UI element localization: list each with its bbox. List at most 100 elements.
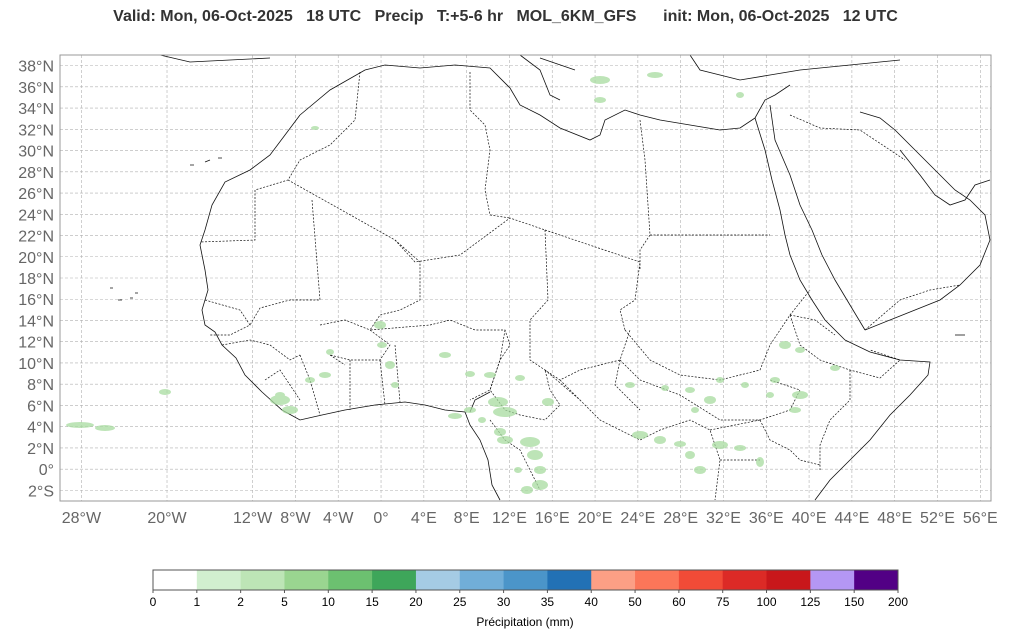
border-sudan bbox=[624, 289, 811, 381]
precip-cell bbox=[275, 392, 285, 398]
longitude-labels: 28°W 20°W 12°W 8°W 4°W 0° 4°E 8°E 12°E 16°E 20°E 24… bbox=[62, 510, 998, 527]
lat-tick-label: 30°N bbox=[18, 144, 54, 161]
colorbar-segment bbox=[153, 570, 198, 590]
precip-cell bbox=[654, 436, 666, 444]
colorbar-label: 30 bbox=[497, 595, 511, 609]
precip-cell bbox=[319, 372, 331, 378]
colorbar-frame bbox=[152, 569, 899, 591]
colorbar-segment bbox=[459, 570, 505, 590]
colorbar-segment bbox=[372, 570, 417, 590]
lon-tick-label: 8°W bbox=[280, 510, 311, 527]
precip-cell bbox=[674, 441, 686, 447]
precip-cell bbox=[326, 349, 334, 355]
coastline-turkey bbox=[689, 54, 901, 81]
lon-tick-label: 4°W bbox=[323, 510, 354, 527]
precip-cell bbox=[647, 72, 663, 78]
precip-cell bbox=[534, 466, 546, 474]
border-niger bbox=[369, 239, 431, 331]
precip-cell bbox=[741, 382, 749, 388]
coastline-red-sea-east bbox=[769, 104, 866, 331]
border-gabon-congo bbox=[489, 419, 541, 491]
colorbar-segment bbox=[503, 570, 548, 590]
cape-verde bbox=[110, 287, 138, 301]
lat-tick-label: 36°N bbox=[18, 80, 54, 97]
border-somalia bbox=[819, 370, 851, 470]
lon-tick-label: 36°E bbox=[749, 510, 784, 527]
lat-tick-label: 16°N bbox=[18, 292, 54, 309]
precip-cell bbox=[779, 341, 791, 349]
colorbar-segment bbox=[722, 570, 768, 590]
precip-cell bbox=[484, 372, 496, 378]
border-ivory-coast bbox=[299, 354, 346, 416]
precip-cell bbox=[385, 361, 395, 369]
border-car bbox=[544, 359, 641, 411]
lat-tick-label: 8°N bbox=[27, 377, 54, 394]
colorbar-label: 25 bbox=[453, 595, 467, 609]
border-eritrea bbox=[789, 314, 836, 336]
precip-cell bbox=[464, 407, 476, 413]
precip-cell bbox=[515, 375, 525, 381]
precip-cell bbox=[795, 347, 805, 353]
lat-tick-label: 20°N bbox=[18, 250, 54, 267]
lat-tick-label: 0° bbox=[39, 462, 54, 479]
precip-cell bbox=[527, 450, 543, 460]
lat-tick-label: 6°N bbox=[27, 398, 54, 415]
map-title: Valid: Mon, 06-Oct-2025 18 UTC Precip T:… bbox=[0, 8, 1011, 26]
precip-cell bbox=[625, 382, 635, 388]
precip-cell bbox=[532, 480, 548, 490]
map-grid bbox=[60, 55, 991, 501]
lat-tick-label: 28°N bbox=[18, 165, 54, 182]
precip-cell bbox=[734, 445, 746, 451]
lat-tick-label: 24°N bbox=[18, 207, 54, 224]
lat-tick-label: 26°N bbox=[18, 186, 54, 203]
colorbar-label: 150 bbox=[844, 595, 864, 609]
precip-overlay bbox=[66, 72, 840, 494]
colorbar-label: 100 bbox=[757, 595, 777, 609]
lon-tick-label: 20°W bbox=[147, 510, 187, 527]
lon-tick-label: 20°E bbox=[578, 510, 613, 527]
lon-tick-label: 48°E bbox=[877, 510, 912, 527]
border-saudi bbox=[789, 114, 906, 161]
canary-islands bbox=[190, 157, 222, 166]
colorbar-title: Précipitation (mm) bbox=[476, 615, 573, 629]
border-morocco-algeria bbox=[199, 71, 361, 243]
coastline-west-africa bbox=[199, 114, 501, 501]
border-cameroon bbox=[489, 329, 561, 421]
country-borders bbox=[199, 71, 961, 501]
border-nigeria bbox=[429, 319, 511, 401]
border-chad bbox=[529, 229, 631, 381]
colorbar-segment bbox=[328, 570, 373, 590]
lon-tick-label: 12°E bbox=[492, 510, 527, 527]
border-burkina bbox=[319, 319, 391, 361]
precip-cell bbox=[736, 92, 744, 98]
precip-cell bbox=[830, 365, 840, 371]
colorbar-label: 15 bbox=[365, 595, 379, 609]
colorbar-segment bbox=[284, 570, 329, 590]
lat-tick-label: 10°N bbox=[18, 356, 54, 373]
precip-cell bbox=[488, 397, 508, 407]
precip-cell bbox=[95, 425, 115, 431]
lon-tick-label: 28°W bbox=[62, 510, 102, 527]
border-uganda bbox=[709, 419, 761, 461]
precip-cell bbox=[494, 428, 506, 436]
colorbar-label: 60 bbox=[672, 595, 686, 609]
init-date: init: Mon, 06-Oct-2025 bbox=[663, 8, 830, 25]
precip-cell bbox=[661, 385, 669, 391]
lon-tick-label: 32°E bbox=[706, 510, 741, 527]
precip-cell bbox=[704, 396, 716, 404]
precip-cell bbox=[694, 466, 706, 474]
precip-cell bbox=[521, 486, 533, 494]
precip-cell bbox=[685, 387, 695, 393]
lat-tick-label: 34°N bbox=[18, 101, 54, 118]
colorbar: 0 1 2 5 10 15 20 25 30 35 40 50 60 75 100 125 150 200 bbox=[150, 569, 908, 609]
map-frame bbox=[59, 54, 992, 502]
precip-cell bbox=[270, 395, 290, 405]
lon-tick-label: 0° bbox=[373, 510, 388, 527]
lon-tick-label: 12°W bbox=[233, 510, 273, 527]
border-mali-north bbox=[249, 199, 321, 326]
coastlines bbox=[110, 54, 991, 501]
border-south-sudan bbox=[619, 359, 801, 421]
colorbar-label: 5 bbox=[281, 595, 288, 609]
colorbar-segment bbox=[591, 570, 636, 590]
